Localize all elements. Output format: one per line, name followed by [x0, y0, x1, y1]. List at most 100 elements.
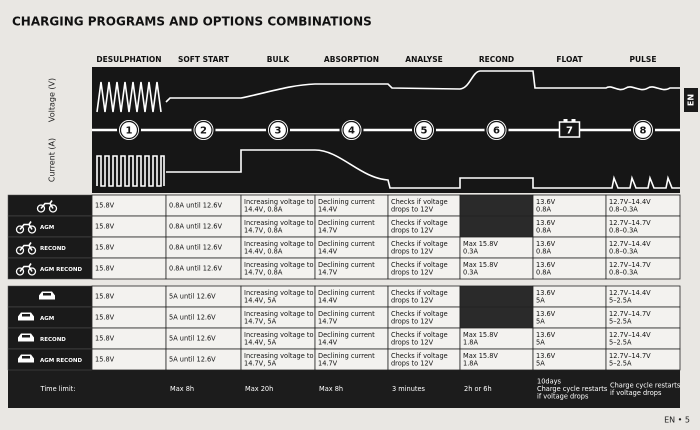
cell-text: 12.7V–14.4V	[609, 331, 651, 339]
cell-text: Declining current	[318, 352, 375, 360]
cell-text: 5A	[536, 338, 545, 346]
cell-text: 0.8A until 12.6V	[169, 202, 222, 210]
cell-text: 13.6V	[536, 331, 556, 339]
stage-number: 3	[275, 126, 282, 137]
moto-wheel	[15, 246, 25, 255]
stage-ring	[194, 120, 213, 140]
cell-text: Max 20h	[245, 385, 273, 393]
cell-text: 12.7V–14.7V	[609, 310, 651, 318]
stage-number: 2	[200, 126, 207, 137]
footer: EN • 5	[664, 416, 690, 425]
row-label: AGM RECOND	[40, 267, 82, 273]
cell-text: 0.8A	[536, 247, 551, 255]
cell-text: drops to 12V	[391, 205, 434, 213]
moto-wheel	[36, 204, 46, 213]
cell-text: Declining current	[318, 331, 375, 339]
cell-text: Checks if voltage	[391, 240, 448, 248]
stage-name: RECOND	[479, 55, 514, 64]
cell-text: Declining current	[318, 261, 375, 269]
cell-text: Checks if voltage	[391, 198, 448, 206]
stage-circle	[339, 118, 364, 142]
cell-text: 12.7V–14.7V	[609, 219, 651, 227]
cell-text: 14.7V, 5A	[244, 317, 277, 325]
battery-icon	[558, 121, 581, 138]
cell-text: 12.7V–14.4V	[609, 289, 651, 297]
stage-name: BULK	[267, 55, 291, 64]
cell-text: 5–2.5A	[609, 317, 632, 325]
cell-text: 15.8V	[95, 335, 115, 343]
cell-text: 0.8A	[536, 205, 551, 213]
moto-body	[19, 263, 33, 272]
cell-text: 14.7V, 5A	[244, 359, 277, 367]
cell-text: 5–2.5A	[609, 296, 632, 304]
cell-text: Checks if voltage	[391, 331, 448, 339]
voltage-curve	[165, 70, 680, 103]
stage-circle	[266, 118, 290, 142]
cell-text: Checks if voltage	[391, 352, 448, 360]
moto-wheel	[15, 267, 25, 276]
cell-text: 5A until 12.6V	[169, 335, 216, 343]
car-window	[22, 314, 30, 317]
moto-wheel	[15, 225, 25, 234]
cell-text: drops to 12V	[391, 359, 434, 367]
cell-text: Max 15.8V	[463, 261, 498, 269]
cell-text: drops to 12V	[391, 268, 434, 276]
cell-text: 13.6V	[536, 240, 556, 248]
cell-text: Increasing voltage to	[244, 352, 314, 360]
stage-name: DESULPHATION	[96, 55, 161, 64]
current-axis-label: Current (A)	[48, 138, 57, 182]
cell-text: Increasing voltage to	[244, 240, 314, 248]
cell-text: drops to 12V	[391, 317, 434, 325]
desulph-voltage	[96, 81, 162, 113]
cell-text: 14.7V	[318, 317, 338, 325]
stage-ring	[342, 120, 361, 140]
cell-text: Increasing voltage to	[244, 198, 314, 206]
cell-text: 15.8V	[95, 356, 115, 364]
stage-name: PULSE	[630, 55, 657, 64]
empty-cell	[459, 285, 534, 308]
cell-text: Max 15.8V	[463, 331, 498, 339]
cell-text: Increasing voltage to	[244, 310, 314, 318]
cell-text: Declining current	[318, 310, 375, 318]
battery-terminal	[571, 119, 576, 122]
stage-name: FLOAT	[556, 55, 583, 64]
time-limit-band	[8, 370, 680, 408]
stage-name: ANALYSE	[405, 55, 442, 64]
stage-ring	[268, 120, 288, 140]
table-cell	[605, 348, 681, 371]
cell-text: 13.6V	[536, 352, 556, 360]
cell-text: Max 8h	[319, 385, 343, 393]
cell-text: 15.8V	[95, 244, 115, 252]
stage-circle	[631, 118, 655, 142]
cell-text: 3 minutes	[392, 385, 426, 393]
cell-text: 1.8A	[463, 338, 478, 346]
cell-text: Increasing voltage to	[244, 331, 314, 339]
side-tab: EN	[687, 94, 696, 106]
cell-text: 5–2.5A	[609, 338, 632, 346]
cell-text: Increasing voltage to	[244, 289, 314, 297]
cell-text: 0.8–0.3A	[609, 247, 638, 255]
cell-text: 13.6V	[536, 289, 556, 297]
cell-text: 5A	[536, 359, 545, 367]
side-tab-bg	[684, 88, 698, 112]
cell-text: 14.4V, 0.8A	[244, 205, 283, 213]
cell-text: 14.4V	[318, 205, 338, 213]
table-cell	[605, 257, 681, 280]
empty-cell	[459, 215, 534, 238]
stage-name: SOFT START	[178, 55, 230, 64]
cell-text: Checks if voltage	[391, 261, 448, 269]
stage-ring	[633, 120, 653, 140]
cell-text: 12.7V–14.4V	[609, 240, 651, 248]
cell-text: 0.8A	[536, 226, 551, 234]
cell-text: 14.4V, 5A	[244, 338, 277, 346]
cell-text: Checks if voltage	[391, 219, 448, 227]
cell-text: 0.8A until 12.6V	[169, 244, 222, 252]
row-label-cell	[7, 194, 93, 217]
stage-number: 1	[126, 126, 133, 137]
cell-text: drops to 12V	[391, 226, 434, 234]
cell-text: 15.8V	[95, 202, 115, 210]
stage-number: 8	[640, 126, 647, 137]
stage-circle	[412, 118, 436, 142]
cell-text: 14.4V	[318, 338, 338, 346]
voltage-axis-label: Voltage (V)	[48, 78, 57, 122]
